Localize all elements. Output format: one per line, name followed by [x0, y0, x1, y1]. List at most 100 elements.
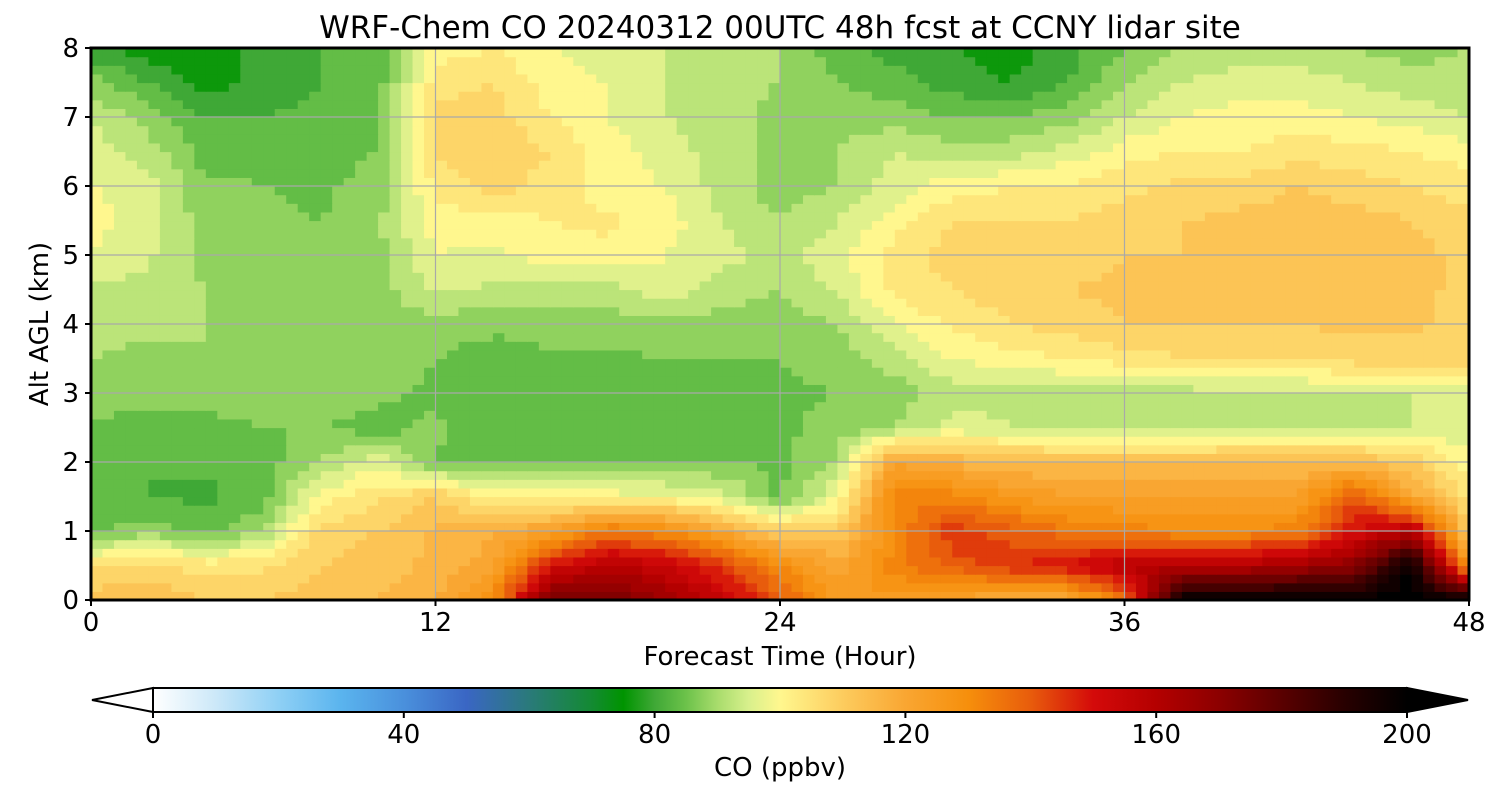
heatmap-cell — [688, 513, 701, 523]
heatmap-cell — [791, 358, 804, 368]
heatmap-cell — [481, 358, 494, 368]
heatmap-cell — [228, 272, 241, 282]
heatmap-cell — [1285, 272, 1298, 282]
heatmap-cell — [1262, 531, 1275, 541]
heatmap-cell — [1411, 410, 1424, 420]
heatmap-cell — [1411, 548, 1424, 558]
heatmap-cell — [642, 393, 655, 403]
heatmap-cell — [320, 341, 333, 351]
heatmap-cell — [607, 367, 620, 377]
heatmap-cell — [538, 401, 551, 411]
heatmap-cell — [263, 462, 276, 472]
heatmap-cell — [1446, 384, 1459, 394]
heatmap-cell — [1113, 410, 1126, 420]
heatmap-cell — [1078, 470, 1091, 480]
heatmap-cell — [848, 375, 861, 385]
heatmap-cell — [871, 375, 884, 385]
heatmap-cell — [929, 505, 942, 515]
heatmap-cell — [1193, 513, 1206, 523]
heatmap-cell — [963, 367, 976, 377]
heatmap-cell — [780, 470, 793, 480]
heatmap-cell — [217, 341, 230, 351]
heatmap-cell — [1285, 375, 1298, 385]
heatmap-cell — [1388, 444, 1401, 454]
heatmap-cell — [1147, 341, 1160, 351]
heatmap-cell — [102, 539, 115, 549]
heatmap-cell — [1239, 306, 1252, 316]
heatmap-cell — [894, 332, 907, 342]
heatmap-cell — [929, 418, 942, 429]
heatmap-cell — [561, 306, 574, 316]
heatmap-cell — [424, 513, 437, 523]
heatmap-cell — [91, 470, 104, 480]
heatmap-cell — [1285, 479, 1298, 489]
heatmap-cell — [458, 418, 471, 429]
heatmap-cell — [366, 462, 379, 472]
heatmap-cell — [240, 582, 253, 592]
heatmap-cell — [1388, 548, 1401, 558]
heatmap-cell — [1032, 582, 1045, 592]
heatmap-cell — [1067, 298, 1080, 308]
heatmap-cell — [768, 349, 781, 360]
heatmap-cell — [837, 436, 850, 446]
heatmap-cell — [780, 444, 793, 454]
heatmap-cell — [711, 548, 724, 558]
heatmap-cell — [1170, 401, 1183, 411]
heatmap-cell — [1101, 531, 1114, 541]
heatmap-cell — [481, 522, 494, 532]
heatmap-cell — [194, 548, 207, 558]
heatmap-cell — [343, 522, 356, 532]
heatmap-cell — [1296, 436, 1309, 446]
heatmap-cell — [1216, 263, 1229, 273]
heatmap-cell — [550, 556, 563, 567]
heatmap-cell — [378, 315, 391, 325]
heatmap-cell — [894, 358, 907, 368]
heatmap-cell — [412, 324, 425, 334]
heatmap-cell — [320, 513, 333, 523]
heatmap-cell — [975, 513, 988, 523]
heatmap-cell — [1388, 582, 1401, 592]
heatmap-cell — [665, 591, 678, 600]
heatmap-cell — [148, 427, 161, 437]
heatmap-cell — [320, 298, 333, 308]
heatmap-cell — [814, 531, 827, 541]
heatmap-cell — [1009, 522, 1022, 532]
heatmap-cell — [848, 306, 861, 316]
heatmap-cell — [1434, 418, 1447, 429]
heatmap-cell — [871, 332, 884, 342]
heatmap-cell — [1331, 358, 1344, 368]
heatmap-cell — [665, 531, 678, 541]
heatmap-cell — [802, 384, 816, 394]
heatmap-cell — [125, 556, 138, 567]
heatmap-cell — [745, 531, 758, 541]
heatmap-cell — [940, 272, 953, 282]
heatmap-cell — [309, 349, 322, 360]
heatmap-cell — [1181, 539, 1194, 549]
heatmap-cell — [837, 574, 850, 584]
heatmap-cell — [848, 479, 861, 489]
heatmap-cell — [963, 315, 976, 325]
heatmap-cell — [102, 522, 115, 532]
heatmap-cell — [205, 444, 218, 454]
heatmap-cell — [1181, 393, 1194, 403]
heatmap-cell — [780, 384, 793, 394]
heatmap-cell — [986, 298, 999, 308]
heatmap-cell — [424, 556, 437, 567]
heatmap-cell — [469, 289, 483, 299]
heatmap-cell — [1193, 341, 1206, 351]
heatmap-cell — [91, 556, 104, 567]
heatmap-cell — [791, 349, 804, 360]
heatmap-cell — [389, 332, 402, 342]
heatmap-cell — [217, 496, 230, 506]
heatmap-cell — [975, 436, 988, 446]
heatmap-cell — [91, 324, 104, 334]
heatmap-cell — [883, 246, 896, 256]
heatmap-cell — [917, 539, 930, 549]
heatmap-cell — [1113, 358, 1126, 368]
heatmap-cell — [883, 436, 896, 446]
heatmap-cell — [1170, 280, 1183, 291]
heatmap-cell — [1158, 548, 1172, 558]
heatmap-cell — [217, 393, 230, 403]
heatmap-cell — [527, 539, 540, 549]
heatmap-cell — [929, 349, 942, 360]
